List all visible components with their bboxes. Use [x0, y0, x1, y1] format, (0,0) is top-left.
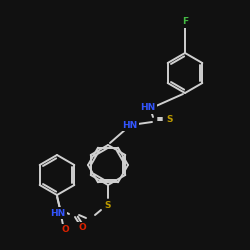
- Text: O: O: [61, 226, 69, 234]
- Text: S: S: [105, 200, 111, 209]
- Text: HN: HN: [140, 104, 156, 112]
- Text: HN: HN: [50, 208, 66, 218]
- Text: HN: HN: [122, 120, 138, 130]
- Text: F: F: [182, 18, 188, 26]
- Text: O: O: [78, 224, 86, 232]
- Text: S: S: [167, 116, 173, 124]
